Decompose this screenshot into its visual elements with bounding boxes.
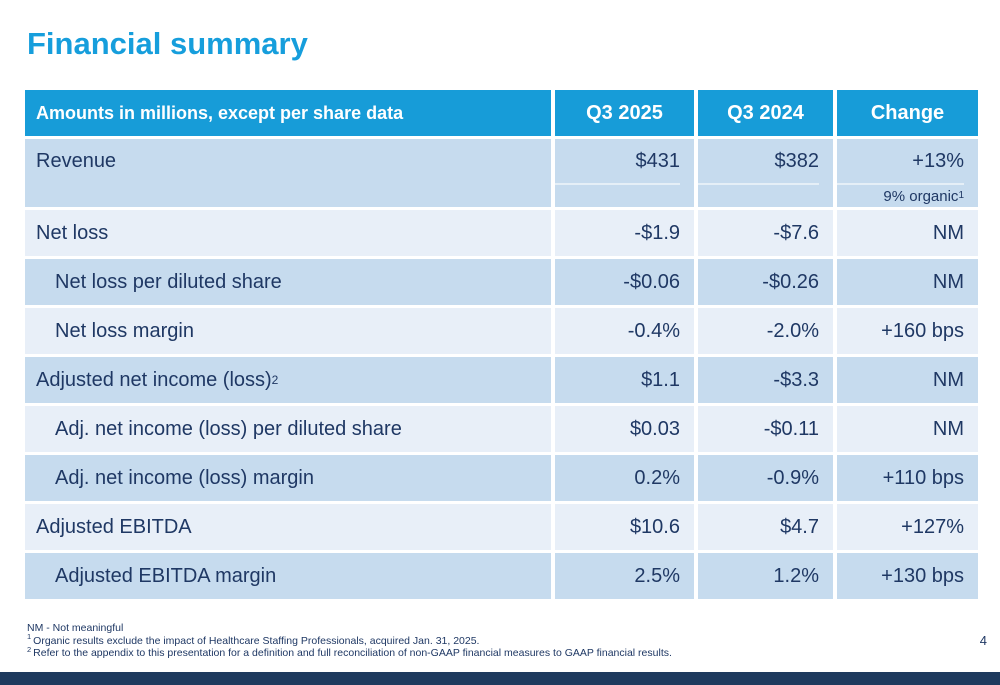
- row-label-text: Revenue: [36, 149, 117, 172]
- page-title: Financial summary: [27, 26, 308, 61]
- header-col-change: Change: [837, 90, 978, 136]
- cell-value: $382: [774, 149, 820, 172]
- row-label: Net loss margin: [25, 308, 551, 354]
- row-label-text: Adjusted EBITDA: [36, 515, 192, 538]
- cell-q3-2024: -$0.11: [698, 406, 833, 452]
- row-label-text: Adj. net income (loss) per diluted share: [55, 417, 402, 440]
- row-label: Adj. net income (loss) margin: [25, 455, 551, 501]
- organic-note: 9% organic: [883, 187, 959, 205]
- row-label: Net loss per diluted share: [25, 259, 551, 305]
- row-label-text: Adjusted net income (loss): [36, 368, 272, 391]
- cell-q3-2025: $431: [555, 139, 694, 207]
- footnote-nm: NM - Not meaningful: [27, 622, 947, 635]
- cell-q3-2024: -$7.6: [698, 210, 833, 256]
- cell-q3-2024: $382: [698, 139, 833, 207]
- financial-summary-table: Amounts in millions, except per share da…: [25, 90, 978, 599]
- row-label-text: Net loss: [36, 221, 109, 244]
- cell-sub-organic: 9% organic 1: [837, 183, 964, 207]
- footnote-sup: 2: [27, 644, 32, 654]
- cell-value: +13%: [912, 149, 964, 172]
- cell-change: +110 bps: [837, 455, 978, 501]
- footnote-1: 1 Organic results exclude the impact of H…: [27, 632, 947, 648]
- row-label-text: Net loss per diluted share: [55, 270, 282, 293]
- cell-sub-empty: [698, 183, 819, 207]
- cell-q3-2024: -$3.3: [698, 357, 833, 403]
- cell-q3-2025: $0.03: [555, 406, 694, 452]
- cell-q3-2025: 2.5%: [555, 553, 694, 599]
- row-label-text: Net loss margin: [55, 319, 194, 342]
- cell-q3-2024: $4.7: [698, 504, 833, 550]
- cell-q3-2025: $1.1: [555, 357, 694, 403]
- cell-q3-2025: -$1.9: [555, 210, 694, 256]
- cell-change: NM: [837, 259, 978, 305]
- cell-q3-2025: -$0.06: [555, 259, 694, 305]
- footnote-text: Refer to the appendix to this presentati…: [33, 647, 672, 659]
- footnote-2: 2 Refer to the appendix to this presentat…: [27, 644, 947, 660]
- row-label: Adj. net income (loss) per diluted share: [25, 406, 551, 452]
- bottom-accent-bar: [0, 672, 1000, 685]
- cell-change: NM: [837, 406, 978, 452]
- footnotes: NM - Not meaningful 1 Organic results exc…: [27, 622, 947, 660]
- cell-change: +127%: [837, 504, 978, 550]
- cell-change: NM: [837, 210, 978, 256]
- cell-sub-empty: [555, 183, 680, 207]
- row-label: Adjusted EBITDA margin: [25, 553, 551, 599]
- header-col-q3-2025: Q3 2025: [555, 90, 694, 136]
- page-number: 4: [979, 633, 987, 648]
- cell-q3-2024: -$0.26: [698, 259, 833, 305]
- row-label-text: Adj. net income (loss) margin: [55, 466, 314, 489]
- cell-q3-2025: -0.4%: [555, 308, 694, 354]
- footnote-text: NM - Not meaningful: [27, 622, 124, 634]
- footnote-sup: 1: [27, 632, 32, 641]
- cell-change: +160 bps: [837, 308, 978, 354]
- cell-change: +130 bps: [837, 553, 978, 599]
- header-amounts-label: Amounts in millions, except per share da…: [25, 90, 551, 136]
- footnote-text: Organic results exclude the impact of He…: [33, 634, 480, 647]
- row-label: Revenue: [25, 139, 551, 207]
- cell-q3-2025: 0.2%: [555, 455, 694, 501]
- row-label: Adjusted net income (loss) 2: [25, 357, 551, 403]
- cell-change: +13% 9% organic 1: [837, 139, 978, 207]
- cell-q3-2024: 1.2%: [698, 553, 833, 599]
- row-label: Net loss: [25, 210, 551, 256]
- row-label-text: Adjusted EBITDA margin: [55, 564, 277, 587]
- header-col-q3-2024: Q3 2024: [698, 90, 833, 136]
- cell-q3-2024: -0.9%: [698, 455, 833, 501]
- cell-q3-2024: -2.0%: [698, 308, 833, 354]
- row-label: Adjusted EBITDA: [25, 504, 551, 550]
- cell-change: NM: [837, 357, 978, 403]
- cell-q3-2025: $10.6: [555, 504, 694, 550]
- cell-value: $431: [635, 149, 681, 172]
